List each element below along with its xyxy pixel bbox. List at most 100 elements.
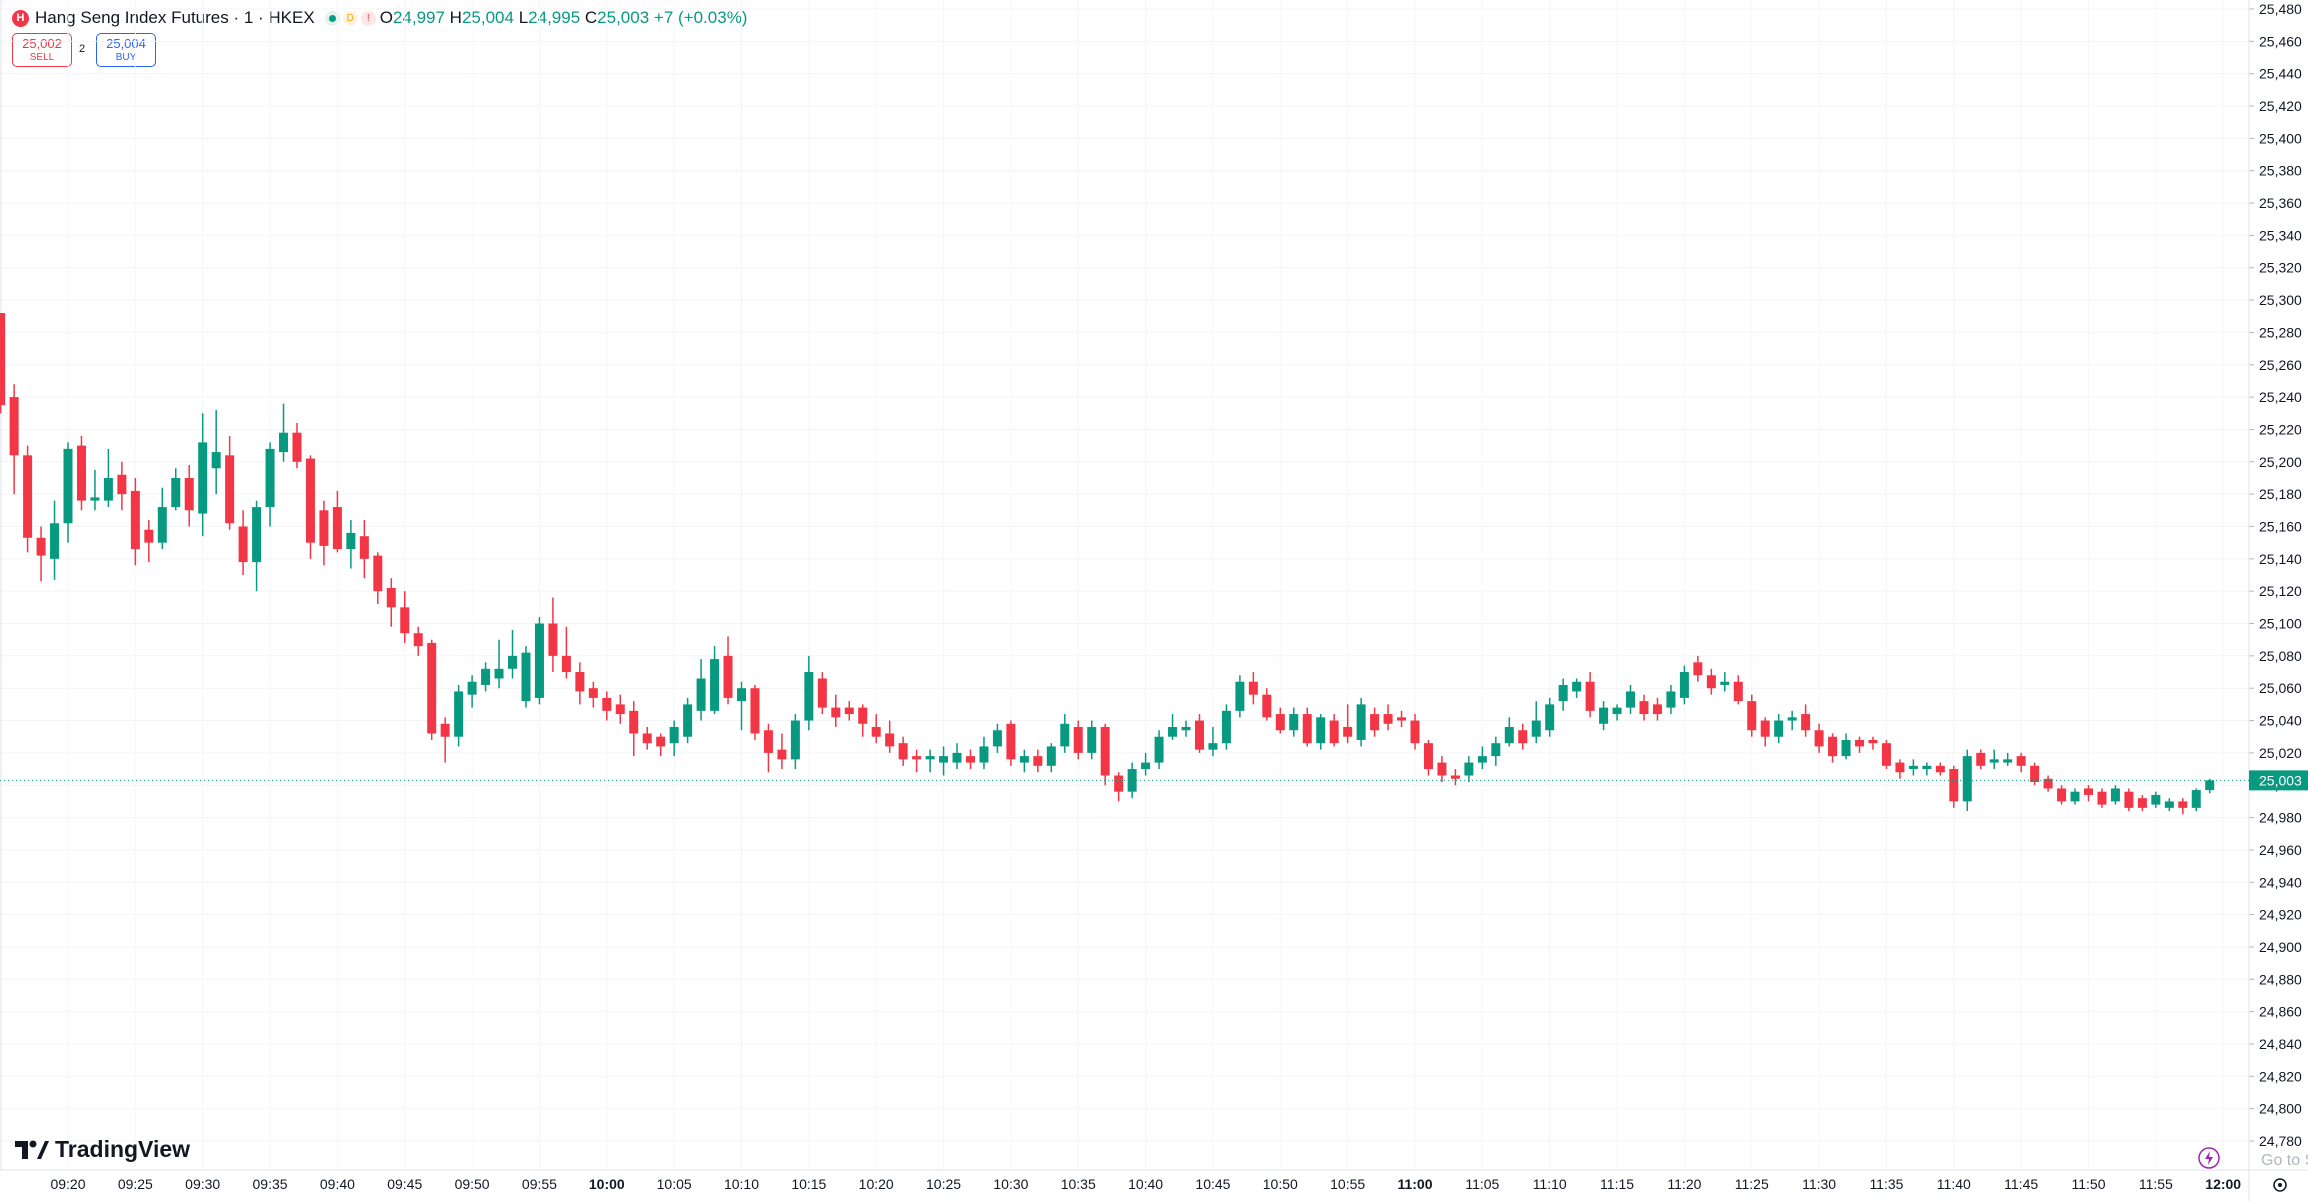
candle-body <box>1275 714 1285 731</box>
candle-body <box>992 730 1002 747</box>
x-tick-label: 11:35 <box>1869 1176 1903 1192</box>
candle-body <box>763 730 773 753</box>
lightning-icon[interactable] <box>2197 1146 2221 1170</box>
candle-body <box>548 623 558 656</box>
candle-body <box>400 607 410 634</box>
candle-body <box>292 432 302 462</box>
candle-body <box>683 704 693 737</box>
candle-body <box>481 668 491 685</box>
candle-body <box>979 746 989 763</box>
candle-body <box>1221 710 1231 744</box>
y-tick-label: 24,780 <box>2259 1133 2302 1149</box>
candle-body <box>1208 743 1218 750</box>
candle-body <box>1181 727 1191 731</box>
candle-body <box>359 536 369 559</box>
candle-body <box>1666 691 1676 708</box>
candle-body <box>2084 788 2093 795</box>
candle-body <box>1949 769 1959 802</box>
x-tick-label: 10:30 <box>993 1176 1028 1192</box>
x-tick-label: 09:20 <box>50 1176 85 1192</box>
x-tick-label: 11:40 <box>1937 1176 1971 1192</box>
x-tick-label: 09:55 <box>522 1176 557 1192</box>
candle-body <box>1720 681 1730 685</box>
x-tick-label: 11:50 <box>2072 1176 2106 1192</box>
candle-body <box>1868 739 1878 744</box>
candle-body <box>723 655 733 698</box>
x-tick-label: 10:15 <box>791 1176 826 1192</box>
candle-body <box>1922 765 1932 770</box>
ohlc-value: 24,997 <box>392 8 445 27</box>
candle-body <box>1087 727 1097 753</box>
candle-body <box>1060 723 1070 747</box>
settings-icon[interactable] <box>2270 1175 2290 1195</box>
y-tick-label: 25,280 <box>2259 324 2302 340</box>
x-tick-label: 11:10 <box>1533 1176 1567 1192</box>
x-tick-label: 10:55 <box>1330 1176 1365 1192</box>
candle-body <box>2151 794 2161 805</box>
y-tick-label: 25,200 <box>2259 454 2302 470</box>
candle-body <box>615 704 625 715</box>
candle-body <box>171 477 181 508</box>
candle-body <box>2043 778 2053 789</box>
candle-body <box>1491 743 1501 757</box>
candle-body <box>1787 717 1797 721</box>
candle-body <box>656 736 666 747</box>
x-tick-label: 11:25 <box>1735 1176 1769 1192</box>
y-tick-label: 25,020 <box>2259 745 2302 761</box>
ohlc-value: 25,004 <box>461 8 514 27</box>
y-tick-label: 24,880 <box>2259 971 2302 987</box>
y-tick-label: 25,240 <box>2259 389 2302 405</box>
candle-body <box>494 668 504 679</box>
candle-body <box>1908 765 1918 770</box>
y-tick-label: 25,140 <box>2259 551 2302 567</box>
x-tick-label: 11:30 <box>1802 1176 1836 1192</box>
x-tick-label: 11:20 <box>1667 1176 1701 1192</box>
x-tick-label: 10:40 <box>1128 1176 1163 1192</box>
candle-body <box>2003 759 2013 763</box>
candle-body <box>737 688 746 702</box>
candle-body <box>1545 704 1555 731</box>
candle-body <box>117 474 127 495</box>
candle-body <box>1033 756 1043 766</box>
y-tick-label: 25,340 <box>2259 227 2302 243</box>
buy-label: BUY <box>115 52 137 63</box>
candle-body <box>1168 727 1178 737</box>
candle-body <box>669 727 679 744</box>
badge[interactable]: D <box>342 10 358 26</box>
y-tick-label: 24,960 <box>2259 842 2302 858</box>
sell-button[interactable]: 25,002 SELL <box>12 33 72 67</box>
candle-body <box>1962 756 1972 802</box>
go-to-realtime[interactable]: Go to S <box>2261 1152 2308 1169</box>
buy-button[interactable]: 25,004 BUY <box>96 33 156 67</box>
y-tick-label: 25,320 <box>2259 260 2302 276</box>
candle-body <box>1316 717 1326 744</box>
ohlc-values: O24,997 H25,004 L24,995 C25,003 +7 (+0.0… <box>380 8 748 28</box>
y-tick-label: 24,800 <box>2259 1101 2302 1117</box>
candle-body <box>1046 746 1056 766</box>
candle-body <box>319 510 329 546</box>
candle-body <box>130 490 140 550</box>
candle-body <box>427 642 437 734</box>
symbol-title[interactable]: Hang Seng Index Futures · 1 · HKEX <box>35 8 315 27</box>
candle-body <box>898 743 908 760</box>
dot <box>328 14 336 22</box>
candle-body <box>0 313 6 406</box>
y-tick-label: 24,900 <box>2259 939 2302 955</box>
legend-header: H Hang Seng Index Futures · 1 · HKEX D !… <box>12 6 747 30</box>
candle-body <box>1531 720 1541 737</box>
candle-body <box>817 678 827 708</box>
y-tick-label: 25,100 <box>2259 616 2302 632</box>
change: +7 (+0.03%) <box>653 8 748 27</box>
logo[interactable]: TradingView <box>15 1136 190 1163</box>
ohlc-value: 24,995 <box>528 8 581 27</box>
badge[interactable]: ! <box>360 10 376 26</box>
candle-body <box>279 432 289 453</box>
y-tick-label: 24,860 <box>2259 1004 2302 1020</box>
y-tick-label: 25,160 <box>2259 518 2302 534</box>
candle-body <box>238 526 248 563</box>
y-tick-label: 24,940 <box>2259 874 2302 890</box>
candle-body <box>790 720 800 760</box>
candle-body <box>413 633 423 647</box>
candle-body <box>804 672 814 721</box>
y-tick-label: 25,080 <box>2259 648 2302 664</box>
